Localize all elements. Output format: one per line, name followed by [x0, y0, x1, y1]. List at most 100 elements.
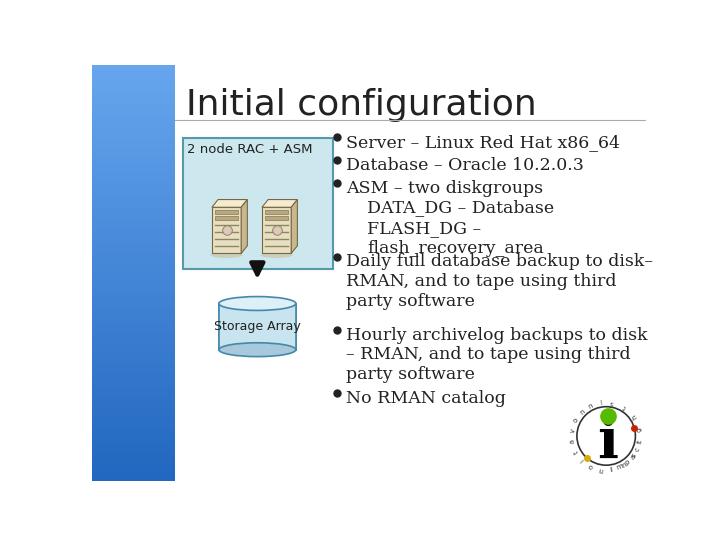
- Bar: [92, 343, 175, 348]
- Bar: [92, 356, 175, 360]
- Text: o: o: [572, 417, 580, 424]
- Bar: [92, 136, 175, 140]
- Text: Storage Array: Storage Array: [214, 320, 301, 333]
- Bar: [92, 339, 175, 343]
- Bar: [92, 418, 175, 422]
- Bar: [92, 368, 175, 373]
- Bar: [92, 185, 175, 190]
- Text: Hourly archivelog backups to disk
– RMAN, and to tape using third
party software: Hourly archivelog backups to disk – RMAN…: [346, 327, 647, 383]
- Bar: [92, 389, 175, 393]
- Bar: [215, 210, 238, 214]
- Bar: [92, 144, 175, 148]
- Bar: [92, 82, 175, 85]
- Bar: [92, 422, 175, 427]
- Bar: [92, 298, 175, 302]
- Bar: [92, 443, 175, 447]
- Text: v: v: [570, 428, 576, 433]
- Bar: [265, 210, 288, 214]
- Bar: [92, 397, 175, 402]
- Bar: [92, 431, 175, 435]
- Bar: [92, 248, 175, 252]
- Bar: [92, 302, 175, 306]
- Bar: [92, 106, 175, 111]
- Text: a: a: [570, 438, 576, 444]
- Bar: [92, 160, 175, 165]
- Bar: [92, 114, 175, 119]
- Polygon shape: [291, 200, 297, 253]
- Text: t: t: [636, 440, 643, 443]
- Bar: [92, 219, 175, 223]
- FancyBboxPatch shape: [262, 207, 291, 253]
- Text: a: a: [629, 453, 636, 460]
- Text: c: c: [634, 447, 641, 453]
- Bar: [92, 294, 175, 298]
- Bar: [92, 252, 175, 256]
- Ellipse shape: [219, 296, 296, 310]
- Bar: [92, 231, 175, 235]
- Bar: [92, 447, 175, 451]
- Bar: [92, 152, 175, 156]
- Bar: [92, 476, 175, 481]
- Bar: [92, 310, 175, 314]
- Bar: [183, 138, 333, 269]
- Text: n: n: [598, 466, 603, 472]
- Bar: [92, 377, 175, 381]
- Text: i: i: [580, 457, 585, 463]
- Bar: [92, 456, 175, 460]
- Bar: [92, 244, 175, 248]
- Bar: [219, 303, 296, 350]
- Bar: [92, 285, 175, 289]
- Text: Initial configuration: Initial configuration: [186, 88, 536, 122]
- Text: 2 node RAC + ASM: 2 node RAC + ASM: [187, 143, 312, 156]
- Bar: [92, 306, 175, 310]
- Bar: [92, 119, 175, 123]
- Text: i: i: [600, 400, 603, 406]
- Polygon shape: [262, 200, 297, 207]
- Bar: [92, 427, 175, 431]
- Text: s: s: [631, 452, 637, 458]
- Text: t: t: [621, 404, 627, 410]
- Bar: [92, 177, 175, 181]
- Bar: [92, 393, 175, 397]
- Bar: [92, 223, 175, 227]
- Text: i: i: [597, 415, 618, 470]
- Bar: [92, 373, 175, 377]
- Text: i: i: [636, 441, 642, 444]
- Bar: [92, 348, 175, 352]
- Bar: [92, 360, 175, 364]
- Bar: [92, 331, 175, 335]
- Text: n: n: [588, 402, 594, 409]
- Bar: [92, 451, 175, 456]
- Bar: [92, 435, 175, 439]
- Bar: [92, 265, 175, 268]
- Text: FLASH_DG –
flash_recovery_area: FLASH_DG – flash_recovery_area: [367, 220, 544, 257]
- Bar: [92, 289, 175, 294]
- Ellipse shape: [261, 252, 293, 258]
- Bar: [92, 472, 175, 476]
- Polygon shape: [212, 200, 248, 207]
- Text: Daily full database backup to disk–
RMAN, and to tape using third
party software: Daily full database backup to disk– RMAN…: [346, 253, 653, 309]
- Bar: [219, 303, 296, 350]
- Bar: [92, 165, 175, 168]
- Bar: [92, 73, 175, 77]
- Bar: [92, 94, 175, 98]
- Bar: [92, 69, 175, 73]
- Text: Database – Oracle 10.2.0.3: Database – Oracle 10.2.0.3: [346, 157, 584, 174]
- Bar: [92, 406, 175, 410]
- Text: DATA_DG – Database: DATA_DG – Database: [367, 200, 554, 217]
- Bar: [92, 111, 175, 114]
- Bar: [92, 90, 175, 94]
- Text: s: s: [609, 399, 613, 406]
- Bar: [92, 439, 175, 443]
- Bar: [215, 215, 238, 220]
- Text: No RMAN catalog: No RMAN catalog: [346, 390, 505, 407]
- Bar: [92, 410, 175, 414]
- Bar: [92, 85, 175, 90]
- Bar: [92, 123, 175, 127]
- Bar: [92, 227, 175, 231]
- Bar: [92, 190, 175, 194]
- Text: n: n: [578, 408, 586, 416]
- Bar: [92, 322, 175, 327]
- Bar: [92, 260, 175, 265]
- Polygon shape: [241, 200, 248, 253]
